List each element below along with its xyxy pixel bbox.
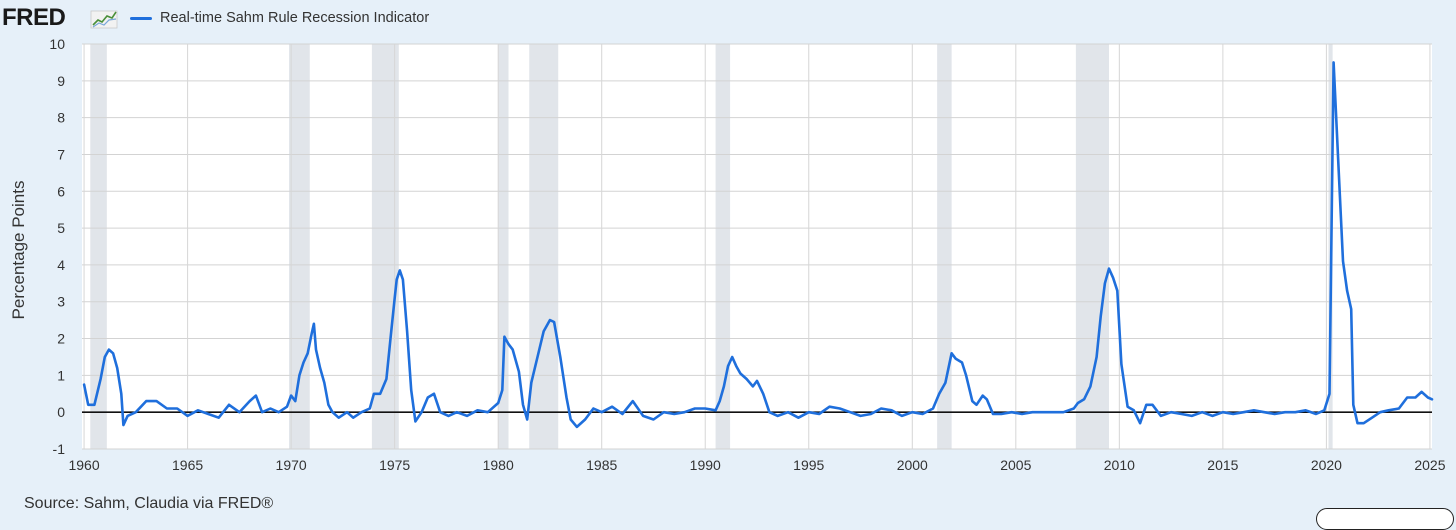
chart-action-button[interactable]: [1316, 508, 1454, 530]
source-note[interactable]: Source: Sahm, Claudia via FRED®: [24, 495, 274, 512]
chart-header: FRED Real-time Sahm Rule Recession Indic…: [0, 0, 1456, 36]
y-tick-label: 6: [57, 183, 65, 199]
x-tick-labels: 1960 1965 1970 1975 1980 1985 1990 1995 2000 2005…: [68, 457, 1445, 473]
x-tick-label: 1995: [793, 457, 824, 473]
x-tick-label: 1985: [586, 457, 617, 473]
fred-chart-icon: [90, 10, 118, 29]
recession-shading-group: [90, 44, 1333, 449]
legend-series-label: Real-time Sahm Rule Recession Indicator: [160, 10, 430, 26]
y-gridlines: [82, 43, 1432, 450]
y-tick-label: 5: [57, 220, 65, 236]
fred-logo[interactable]: FRED: [2, 4, 66, 31]
recession-band: [289, 44, 310, 449]
series-line: [82, 61, 1434, 429]
recession-band: [529, 44, 559, 449]
plot-area: [82, 44, 1432, 449]
y-tick-label: 7: [57, 146, 65, 162]
y-tick-label: 3: [57, 294, 65, 310]
legend-swatch: [130, 16, 152, 20]
y-tick-label: 2: [57, 331, 65, 347]
recession-band: [715, 44, 731, 449]
x-tick-label: 1960: [68, 457, 99, 473]
recession-band: [498, 44, 509, 449]
recession-band: [1075, 44, 1109, 449]
y-axis-label: Percentage Points: [9, 180, 28, 320]
x-gridlines: [83, 44, 1431, 449]
y-tick-label: 8: [57, 110, 65, 126]
y-tick-label: 0: [57, 404, 65, 420]
y-tick-label: 1: [57, 367, 65, 383]
y-tick-label: 10: [49, 36, 65, 52]
series-group: [82, 61, 1434, 429]
x-tick-label: 1970: [276, 457, 307, 473]
x-tick-label: 1965: [172, 457, 203, 473]
y-tick-labels: -1 0 1 2 3 4 5 6 7 8 9 10: [49, 36, 65, 457]
recession-band: [937, 44, 952, 449]
recession-band: [90, 44, 107, 449]
y-tick-label: 9: [57, 73, 65, 89]
x-tick-label: 1990: [690, 457, 721, 473]
x-tick-label: 2025: [1414, 457, 1445, 473]
x-tick-label: 1980: [483, 457, 514, 473]
x-tick-label: 2020: [1311, 457, 1342, 473]
x-tick-label: 2000: [897, 457, 928, 473]
x-tick-label: 2015: [1207, 457, 1238, 473]
x-tick-label: 2005: [1000, 457, 1031, 473]
y-tick-label: -1: [53, 441, 66, 457]
chart-legend[interactable]: Real-time Sahm Rule Recession Indicator: [130, 8, 429, 28]
x-tick-label: 1975: [379, 457, 410, 473]
y-tick-label: 4: [57, 257, 65, 273]
x-tick-label: 2010: [1104, 457, 1135, 473]
